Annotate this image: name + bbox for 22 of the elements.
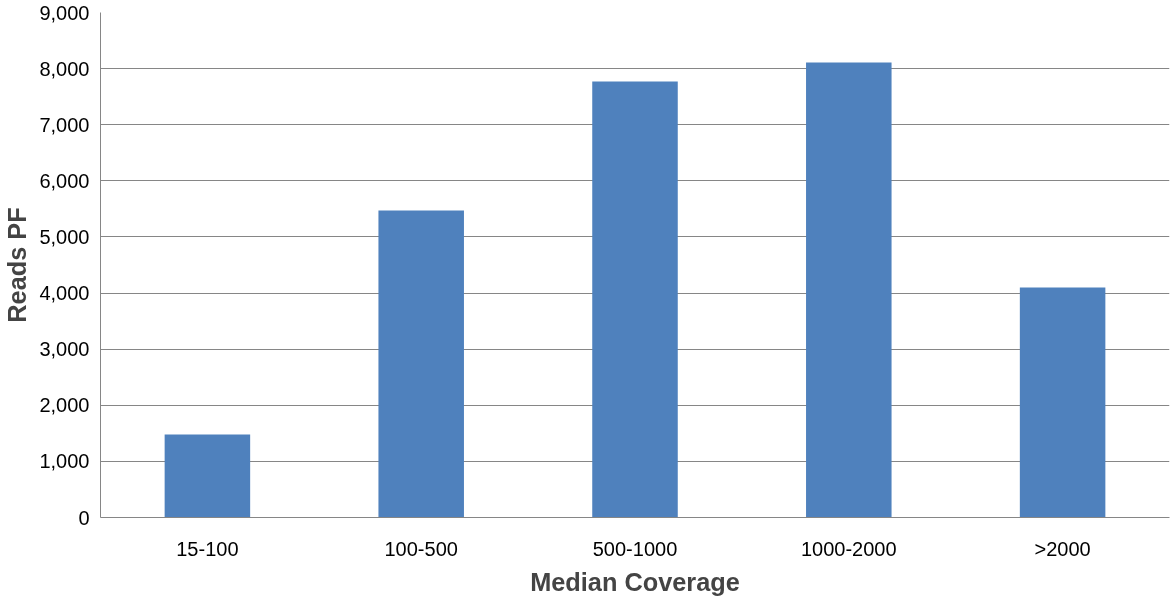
bar xyxy=(378,210,464,518)
y-tick-label: 3,000 xyxy=(39,338,90,361)
bar xyxy=(164,434,251,518)
x-axis-title: Median Coverage xyxy=(530,567,740,596)
y-tick-label: 1,000 xyxy=(39,450,90,473)
x-tick-label: 500-1000 xyxy=(592,537,678,560)
x-tick-label: 15-100 xyxy=(176,537,239,560)
x-tick-label: 1000-2000 xyxy=(800,537,897,560)
y-tick-label: 2,000 xyxy=(39,394,90,417)
y-tick-label: 8,000 xyxy=(39,57,90,80)
bar xyxy=(806,62,892,518)
bar xyxy=(592,81,678,518)
y-tick-label: 4,000 xyxy=(39,282,90,305)
y-tick-label: 7,000 xyxy=(39,113,90,136)
y-axis-title: Reads PF xyxy=(3,207,32,323)
y-tick-label: 6,000 xyxy=(39,169,90,192)
y-tick-label: 5,000 xyxy=(39,225,90,248)
y-tick-label: 9,000 xyxy=(39,1,90,24)
y-tick-label: 0 xyxy=(78,506,90,529)
x-tick-label: >2000 xyxy=(1034,537,1091,560)
bar xyxy=(1019,287,1106,518)
x-tick-label: 100-500 xyxy=(384,537,458,560)
